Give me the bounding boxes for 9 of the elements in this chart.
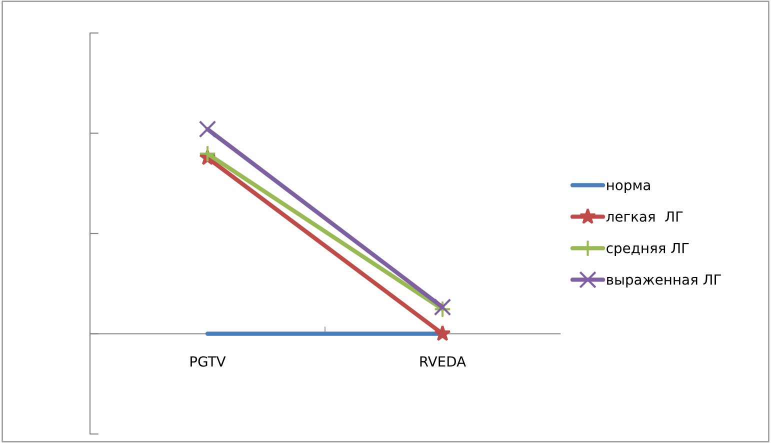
legend-label: легкая ЛГ: [606, 211, 683, 222]
legend-label: выраженная ЛГ: [607, 274, 721, 288]
point: [198, 120, 216, 138]
legend-label: норма: [607, 182, 650, 193]
legend-label: средняя ЛГ: [606, 242, 689, 256]
x-tick-label: RVEDA: [420, 356, 466, 367]
point: [434, 325, 451, 341]
x-tick-label: PGTV: [190, 356, 226, 367]
point: [198, 145, 216, 162]
